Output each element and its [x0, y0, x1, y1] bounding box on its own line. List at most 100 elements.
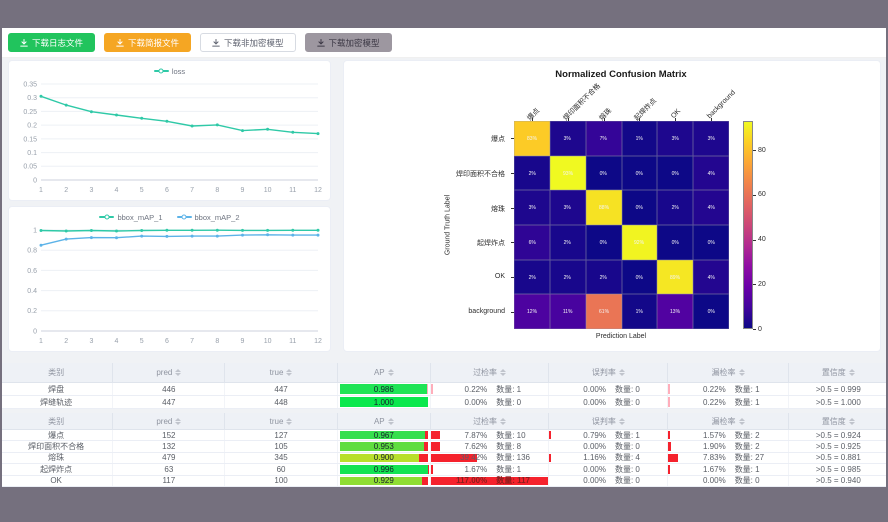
- matrix-cell: 6%: [514, 225, 550, 260]
- rate-cell: 0.79% 数量: 1: [549, 430, 669, 441]
- matrix-cell: 3%: [657, 121, 694, 156]
- true-cell: 100: [225, 475, 338, 486]
- table-row: 焊缝轨迹 447 448 1.000 0.00% 数量: 0 0.00% 数量: 0 0.22%…: [2, 396, 886, 409]
- rate-cell: 0.22% 数量: 1: [430, 383, 550, 395]
- column-header[interactable]: pred: [113, 413, 226, 429]
- legend-item-bbox_mAP_1[interactable]: bbox_mAP_1: [99, 213, 163, 222]
- matrix-tick: [511, 138, 514, 140]
- svg-text:2: 2: [64, 338, 68, 345]
- rate-cell: 0.00% 数量: 0: [549, 396, 669, 408]
- matrix-cell: 3%: [514, 190, 550, 225]
- matrix-cell: 4%: [693, 190, 729, 225]
- table-row: 焊印面积不合格 132 105 0.953 7.62% 数量: 8 0.00% 数量: 0 1.…: [2, 441, 886, 453]
- svg-text:0.2: 0.2: [27, 123, 37, 130]
- download-encrypted-model-button[interactable]: 下载加密模型: [304, 33, 392, 52]
- column-header[interactable]: 过检率: [431, 363, 550, 382]
- metrics-table: 类别 pred true AP 过检率 误判率 漏检率 置信度 爆点 152 127 0.967 7.8…: [2, 413, 886, 487]
- svg-text:0.8: 0.8: [27, 248, 37, 255]
- button-label: 下载加密模型: [328, 37, 380, 48]
- pred-cell: 117: [113, 475, 226, 486]
- sort-caret-icon: [738, 417, 745, 425]
- rate-cell: 0.00% 数量: 0: [549, 441, 669, 452]
- matrix-col-label: background: [706, 89, 737, 120]
- sort-caret-icon: [286, 417, 293, 425]
- column-header[interactable]: 置信度: [789, 413, 886, 429]
- matrix-tick: [511, 173, 514, 174]
- svg-text:0.35: 0.35: [23, 81, 37, 88]
- column-header: 类别: [2, 413, 114, 429]
- pred-cell: 63: [113, 464, 226, 475]
- legend-marker-icon: [153, 68, 169, 74]
- column-header[interactable]: pred: [113, 363, 226, 382]
- sort-caret-icon: [387, 417, 394, 425]
- matrix-cell: 89%: [657, 259, 694, 295]
- colorbar-tick-label: 20: [758, 280, 766, 288]
- svg-text:4: 4: [115, 338, 119, 345]
- legend-item-loss[interactable]: loss: [153, 67, 185, 76]
- matrix-cell: 0%: [585, 155, 622, 191]
- table-row: 熔珠 479 345 0.900 39.42% 数量: 136 1.16% 数量: 4 7.83…: [2, 452, 886, 465]
- matrix-cell: 11%: [549, 294, 586, 330]
- svg-text:11: 11: [289, 187, 296, 194]
- svg-text:0.3: 0.3: [27, 95, 37, 102]
- column-header[interactable]: 误判率: [549, 363, 669, 382]
- column-header[interactable]: 漏检率: [668, 363, 789, 382]
- pred-cell: 446: [113, 383, 226, 395]
- legend-item-bbox_mAP_2[interactable]: bbox_mAP_2: [176, 213, 240, 222]
- confidence-cell: >0.5 = 0.999: [815, 384, 861, 394]
- matrix-row-label: 起焊炸点: [477, 240, 505, 248]
- svg-text:10: 10: [264, 338, 272, 345]
- download-unencrypted-model-button[interactable]: 下载非加密模型: [200, 33, 296, 52]
- matrix-cell: 93%: [549, 155, 586, 191]
- colorbar-tick: [753, 194, 756, 196]
- ap-cell: 0.929: [338, 475, 431, 486]
- matrix-cell: 7%: [585, 121, 622, 156]
- table-row: 起焊炸点 63 60 0.996 1.67% 数量: 1 0.00% 数量: 0 1.67% 数量…: [2, 464, 886, 476]
- column-header[interactable]: AP: [338, 413, 431, 429]
- column-header[interactable]: true: [225, 413, 338, 429]
- matrix-cell: 2%: [514, 155, 550, 191]
- column-header[interactable]: 过检率: [431, 413, 550, 429]
- matrix-cell: 13%: [657, 294, 694, 330]
- confusion-matrix: Normalized Confusion Matrix Ground Truth…: [344, 61, 880, 351]
- column-header[interactable]: true: [225, 363, 338, 382]
- column-header[interactable]: 置信度: [789, 363, 886, 382]
- matrix-cell: 12%: [514, 294, 550, 330]
- column-header[interactable]: AP: [338, 363, 431, 382]
- ap-cell: 1.000: [338, 396, 431, 408]
- confidence-cell: >0.5 = 1.000: [815, 397, 861, 407]
- ap-cell: 0.900: [338, 452, 431, 464]
- matrix-cell: 0%: [621, 155, 658, 191]
- rate-cell: 1.57% 数量: 2: [668, 430, 789, 441]
- sort-caret-icon: [848, 369, 855, 376]
- rate-cell: 0.00% 数量: 0: [668, 475, 789, 486]
- matrix-cell: 92%: [621, 225, 658, 260]
- matrix-tick: [711, 118, 713, 121]
- matrix-cell: 4%: [693, 155, 729, 191]
- sort-caret-icon: [175, 369, 182, 376]
- svg-text:10: 10: [264, 187, 272, 194]
- pred-cell: 479: [113, 452, 226, 464]
- matrix-cell: 1%: [621, 294, 658, 330]
- svg-text:0.05: 0.05: [23, 164, 37, 171]
- line-chart-canvas: 00.20.40.60.811 2 3 4 5 6 7 8 9 10 11 12: [27, 227, 322, 345]
- svg-text:0: 0: [33, 177, 37, 184]
- rate-cell: 0.00% 数量: 0: [549, 383, 669, 395]
- rate-cell: 1.67% 数量: 1: [430, 464, 550, 475]
- download-icon: [212, 38, 220, 47]
- matrix-cell: 2%: [657, 190, 694, 225]
- column-header[interactable]: 误判率: [549, 413, 669, 429]
- confidence-cell: >0.5 = 0.924: [815, 430, 861, 440]
- metrics-table: 类别 pred true AP 过检率 误判率 漏检率 置信度 焊盘 446 447 0.986 0.2…: [2, 363, 886, 409]
- download-log-button[interactable]: 下载日志文件: [8, 33, 96, 52]
- svg-text:3: 3: [89, 187, 93, 194]
- confidence-cell: >0.5 = 0.940: [815, 476, 861, 486]
- column-header[interactable]: 漏检率: [668, 413, 789, 429]
- matrix-cell: 0%: [621, 190, 658, 225]
- matrix-y-axis-label: Ground Truth Label: [444, 194, 452, 256]
- download-report-button[interactable]: 下载简报文件: [104, 33, 192, 52]
- sort-caret-icon: [738, 369, 745, 376]
- loss-chart-legend: loss: [9, 61, 330, 78]
- rate-cell: 0.00% 数量: 0: [549, 475, 669, 486]
- class-name-cell: 爆点: [2, 430, 114, 441]
